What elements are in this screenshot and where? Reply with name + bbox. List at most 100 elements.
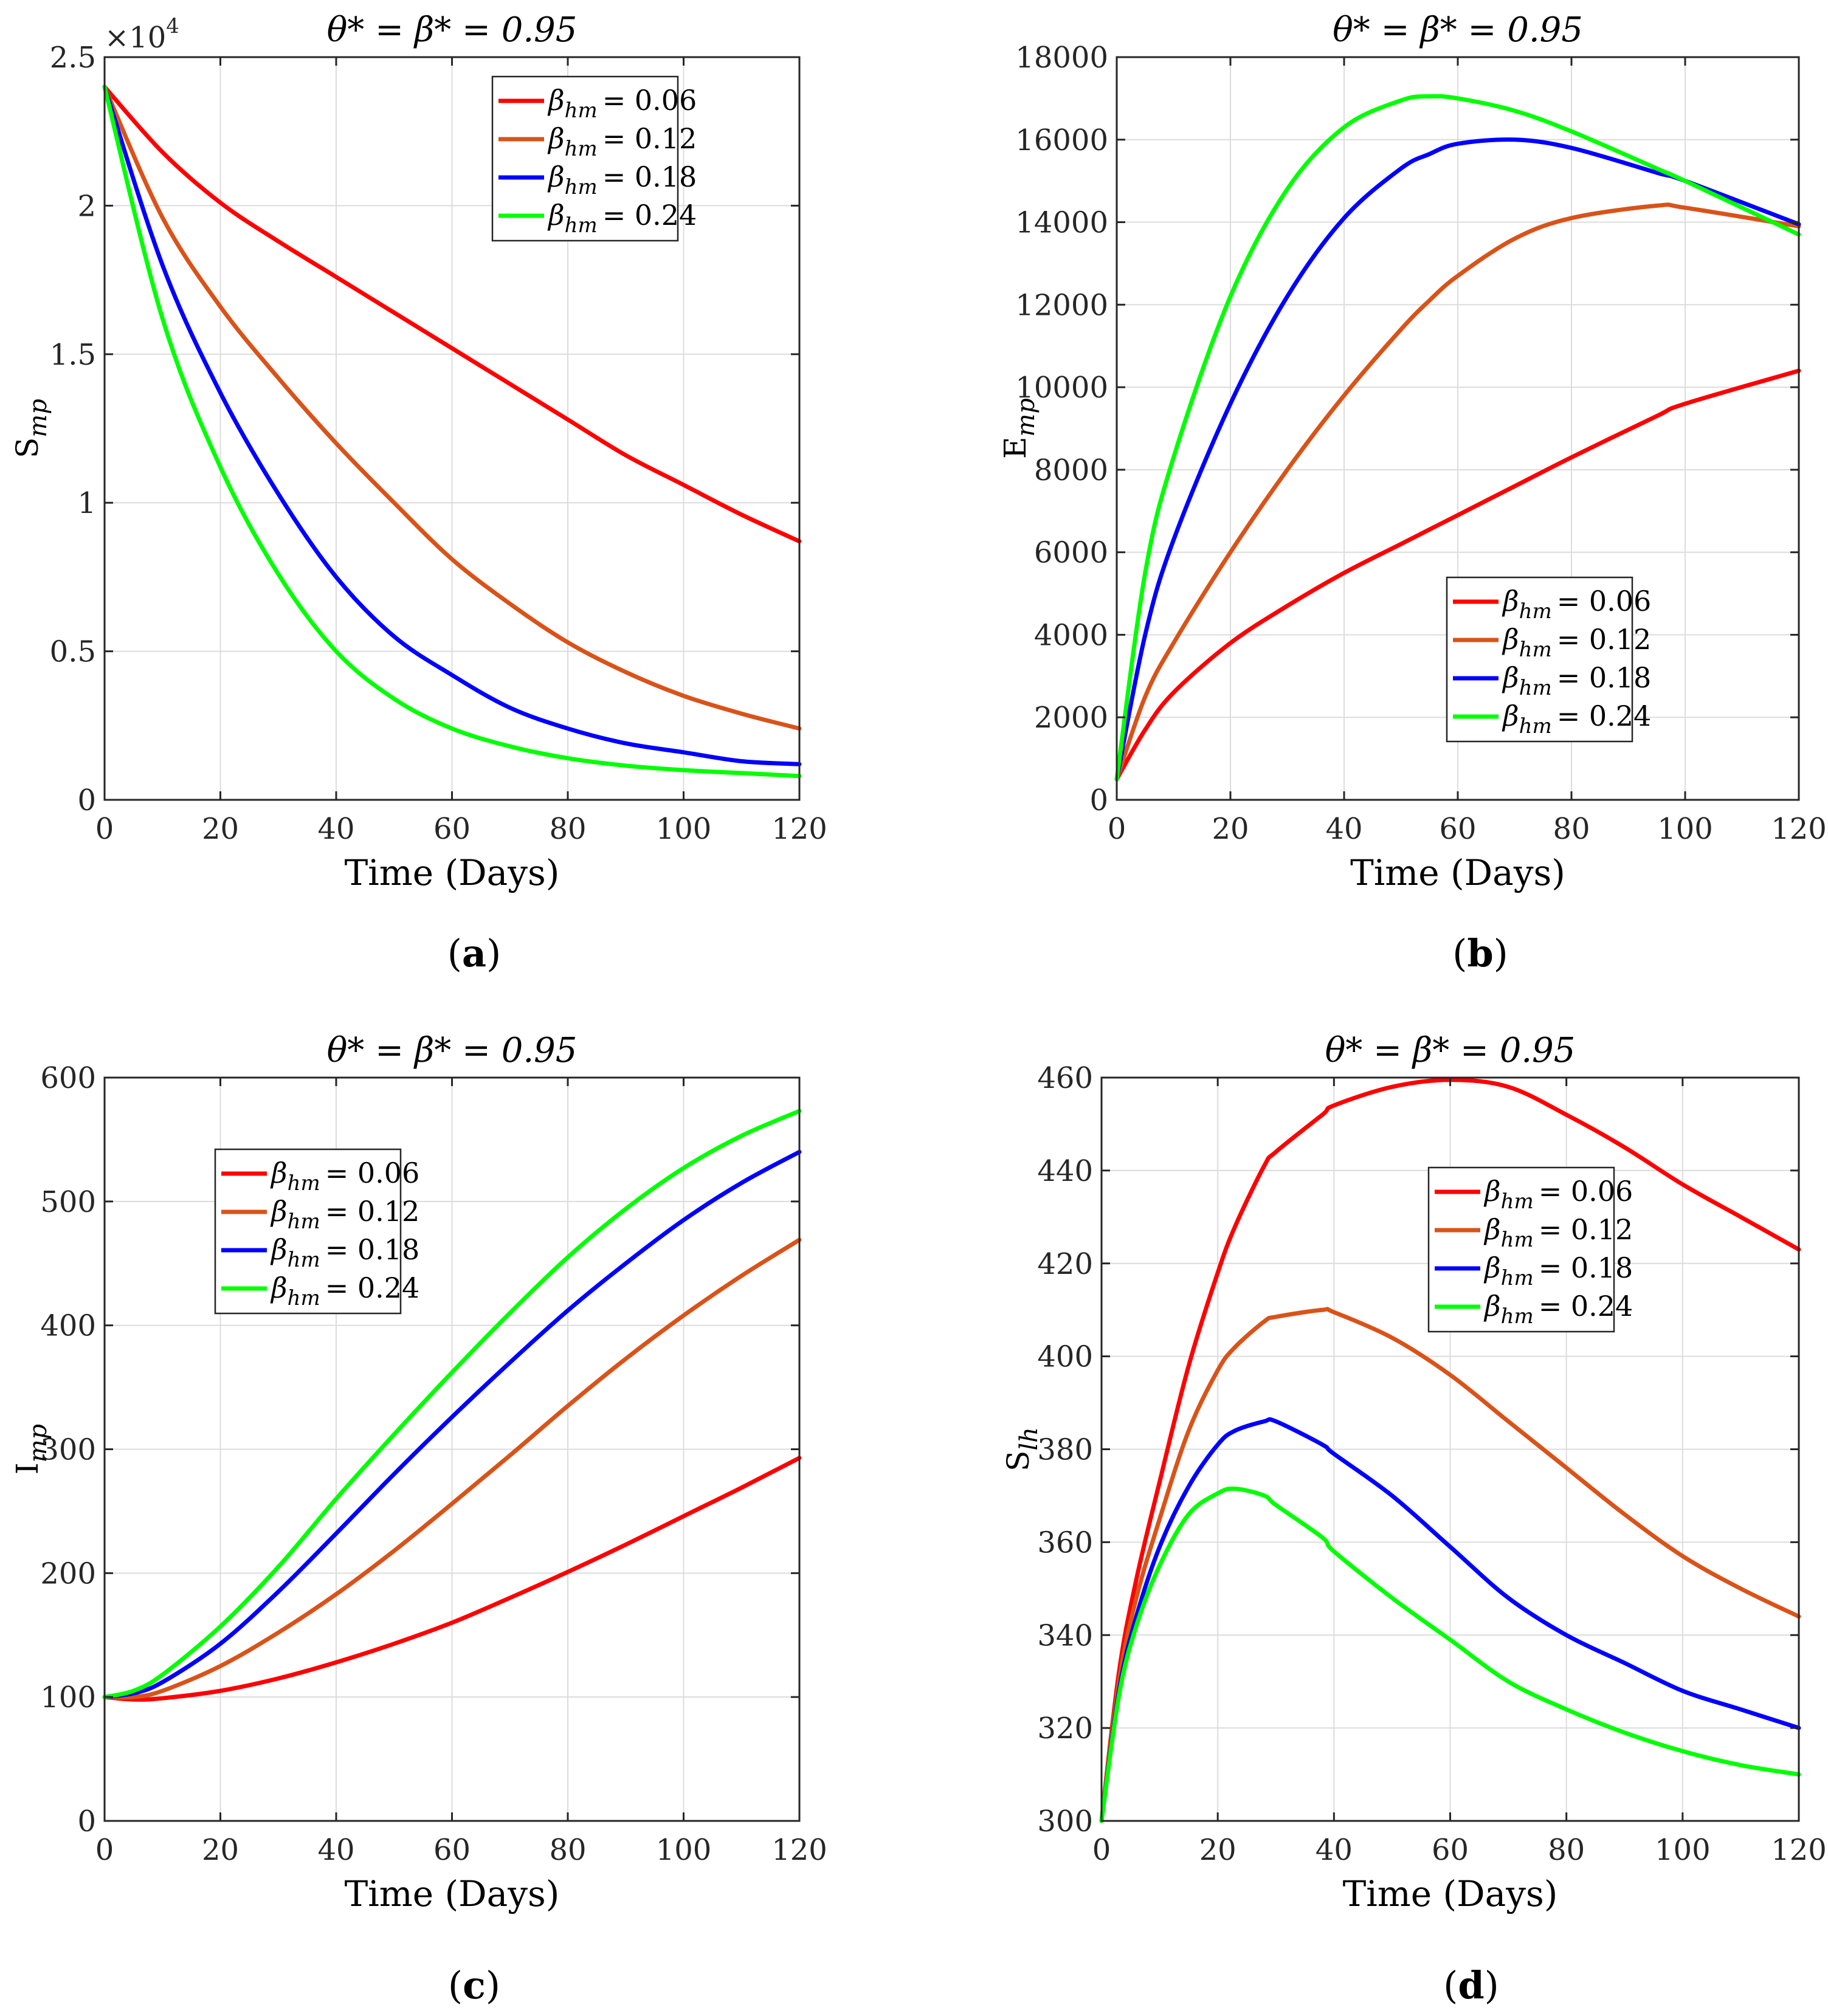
- legend-box: [1427, 1166, 1615, 1333]
- legend-label: βhm = 0.06: [270, 1157, 419, 1195]
- legend-subscript: hm: [1519, 638, 1552, 662]
- legend-value: = 0.12: [1539, 1213, 1633, 1246]
- legend-value: = 0.24: [1539, 1290, 1633, 1323]
- panel-caption-letter: a: [462, 931, 486, 975]
- series-line-4: [1099, 1486, 1801, 1823]
- y-tick-label: 0: [1089, 783, 1108, 817]
- legend-label: βhm = 0.18: [1483, 1251, 1633, 1290]
- series-line-3: [102, 84, 802, 766]
- legend-label: βhm = 0.24: [1502, 700, 1651, 738]
- legend-label: βhm = 0.06: [1483, 1175, 1633, 1214]
- x-tick-label: 40: [317, 812, 354, 846]
- y-tick-label: 500: [40, 1185, 96, 1219]
- y-tick-label: 4000: [1034, 618, 1108, 652]
- legend-symbol: β: [270, 1233, 288, 1266]
- y-tick-label: 1: [77, 486, 96, 520]
- y-tick-label: 400: [1037, 1340, 1093, 1374]
- legend-value: = 0.18: [1557, 661, 1652, 694]
- legend-subscript: hm: [565, 175, 598, 199]
- legend-subscript: hm: [1501, 1228, 1534, 1252]
- chart-panel-4: 0 20 40 60 80 100 120 300 320 340 360 380 400 420 440 4…: [1001, 1031, 1827, 2007]
- legend-value: = 0.12: [325, 1195, 420, 1228]
- x-axis-label: Time (Days): [345, 852, 560, 893]
- x-tick-label: 100: [1657, 812, 1713, 846]
- panel-caption-letter: b: [1467, 931, 1493, 975]
- legend-box: [491, 75, 679, 242]
- y-tick-label: 440: [1037, 1154, 1093, 1188]
- legend-value: = 0.18: [602, 160, 697, 193]
- y-axis-label-subscript: mp: [24, 399, 52, 438]
- chart-panel-2: 0 20 40 60 80 100 120 0 2000 4000 6000 8000 10000 120…: [998, 10, 1827, 975]
- legend-symbol: β: [270, 1195, 288, 1228]
- legend-value: = 0.06: [1557, 585, 1652, 618]
- legend-value: = 0.24: [325, 1271, 420, 1304]
- panel-caption-open: (: [1452, 931, 1467, 975]
- legend-label: βhm = 0.06: [1502, 585, 1651, 624]
- legend-symbol: β: [547, 199, 565, 232]
- legend-subscript: hm: [1501, 1304, 1534, 1329]
- x-tick-label: 0: [95, 812, 114, 846]
- panel-caption: (c): [448, 1963, 500, 2007]
- y-tick-label: 0.5: [50, 635, 96, 669]
- panel-caption-close: ): [486, 1963, 500, 2007]
- panel-caption-letter: c: [463, 1963, 486, 2007]
- panel-caption: (b): [1452, 931, 1508, 975]
- series-line-2: [1114, 202, 1801, 782]
- y-tick-label: 0: [77, 783, 96, 817]
- y-axis-label-subscript: lh: [1015, 1427, 1043, 1451]
- y-tick-label: 2.5: [50, 41, 96, 75]
- y-tick-label: 10000: [1015, 371, 1108, 405]
- x-tick-label: 20: [202, 1833, 239, 1867]
- legend-value: = 0.06: [1539, 1175, 1633, 1208]
- x-tick-label: 80: [1548, 1833, 1585, 1867]
- panel-caption-close: ): [1485, 1963, 1499, 2007]
- legend-label: βhm = 0.12: [270, 1195, 419, 1234]
- legend-label: βhm = 0.12: [547, 122, 697, 161]
- legend-symbol: β: [547, 160, 565, 193]
- chart-title: θ* = β* = 0.95: [1333, 10, 1583, 50]
- legend-subscript: hm: [1501, 1266, 1534, 1290]
- legend-subscript: hm: [1519, 676, 1552, 700]
- series-line-4: [1114, 94, 1801, 782]
- series-line-1: [102, 1456, 802, 1702]
- x-tick-label: 120: [771, 812, 827, 846]
- series-line-3: [1114, 137, 1801, 782]
- y-tick-label: 2: [77, 189, 96, 223]
- y-tick-label: 14000: [1015, 206, 1108, 240]
- legend-subscript: hm: [565, 137, 598, 161]
- x-tick-label: 100: [656, 812, 712, 846]
- y-tick-label: 100: [40, 1681, 96, 1715]
- legend-value: = 0.12: [1557, 623, 1652, 656]
- y-tick-label: 420: [1037, 1247, 1093, 1281]
- legend-subscript: hm: [1501, 1189, 1534, 1214]
- y-tick-label: 460: [1037, 1061, 1093, 1095]
- legend-label: βhm = 0.24: [1483, 1290, 1633, 1329]
- x-tick-label: 120: [1771, 1833, 1827, 1867]
- legend-label: βhm = 0.24: [270, 1271, 419, 1310]
- y-tick-label: 200: [40, 1557, 96, 1591]
- x-tick-label: 40: [317, 1833, 354, 1867]
- legend-symbol: β: [1502, 623, 1519, 656]
- y-tick-label: 18000: [1015, 41, 1108, 75]
- x-tick-label: 40: [1316, 1833, 1353, 1867]
- legend-box: [214, 1148, 402, 1315]
- legend-symbol: β: [1483, 1213, 1501, 1246]
- legend-symbol: β: [1502, 700, 1519, 732]
- legend-symbol: β: [1483, 1290, 1501, 1323]
- legend-symbol: β: [1502, 585, 1519, 618]
- x-tick-label: 120: [771, 1833, 827, 1867]
- series-line-2: [1099, 1307, 1801, 1823]
- chart-panel-1: 0 20 40 60 80 100 12000.511.522.5×104 θ* = β* =…: [10, 10, 827, 975]
- x-tick-label: 20: [1199, 1833, 1236, 1867]
- legend-subscript: hm: [1519, 714, 1552, 738]
- legend-label: βhm = 0.12: [1483, 1213, 1633, 1252]
- legend-subscript: hm: [565, 98, 598, 123]
- y-tick-label: 340: [1037, 1619, 1093, 1653]
- x-axis-label: Time (Days): [345, 1873, 560, 1915]
